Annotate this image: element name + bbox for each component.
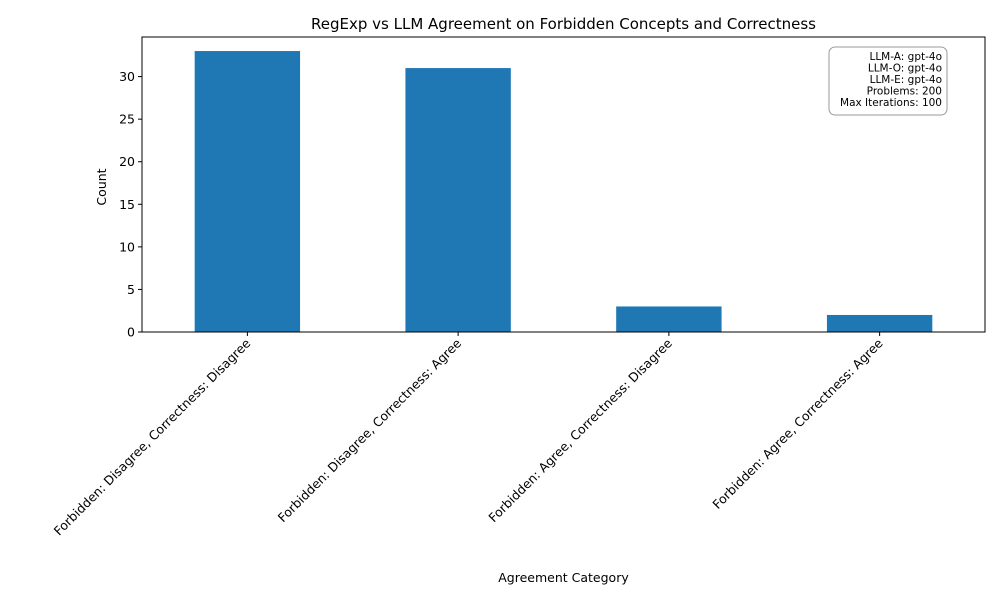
chart-title: RegExp vs LLM Agreement on Forbidden Con… bbox=[311, 15, 816, 33]
info-box-line: LLM-O: gpt-4o bbox=[868, 63, 942, 75]
bar-1 bbox=[194, 51, 301, 333]
bar-4 bbox=[826, 314, 933, 332]
axes-group bbox=[141, 36, 986, 333]
plot-frame bbox=[141, 36, 986, 333]
bars-group bbox=[194, 51, 933, 333]
x-tick-label: Forbidden: Disagree, Correctness: Agree bbox=[275, 335, 465, 525]
y-tick-label: 15 bbox=[119, 197, 135, 212]
y-tick-label: 25 bbox=[119, 112, 135, 127]
info-box-frame bbox=[828, 46, 948, 116]
bar-3 bbox=[616, 306, 722, 332]
y-ticks-group: 0 5 10 15 20 25 30 bbox=[119, 69, 142, 340]
y-tick-label: 30 bbox=[119, 69, 135, 84]
x-ticks-group: Forbidden: Disagree, Correctness: Disagr… bbox=[51, 332, 886, 538]
info-box-line: LLM-E: gpt-4o bbox=[870, 74, 942, 86]
y-tick-label: 0 bbox=[127, 325, 135, 340]
info-box-line: Problems: 200 bbox=[867, 86, 942, 98]
x-tick-label: Forbidden: Agree, Correctness: Disagree bbox=[485, 335, 675, 525]
y-axis-title: Count bbox=[94, 168, 109, 205]
x-tick-label: Forbidden: Agree, Correctness: Agree bbox=[709, 335, 886, 512]
info-box-line: Max Iterations: 100 bbox=[840, 97, 942, 109]
bar-2 bbox=[405, 68, 511, 332]
y-tick-label: 5 bbox=[127, 282, 135, 297]
y-tick-label: 20 bbox=[119, 154, 135, 169]
y-tick-label: 10 bbox=[119, 239, 135, 254]
info-box-line: LLM-A: gpt-4o bbox=[869, 51, 942, 63]
x-axis-title: Agreement Category bbox=[498, 570, 629, 585]
x-tick-label: Forbidden: Disagree, Correctness: Disagr… bbox=[51, 335, 254, 538]
